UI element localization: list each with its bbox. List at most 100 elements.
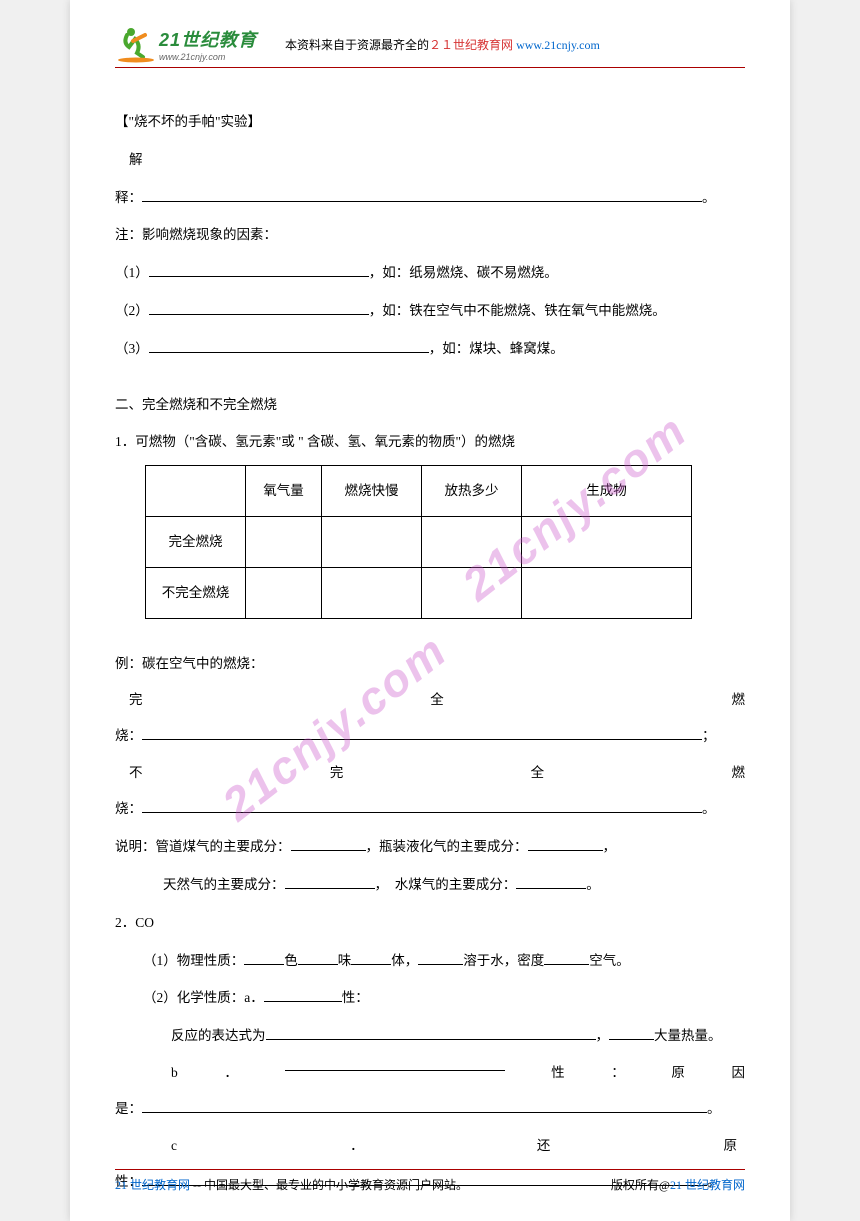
blank-smell[interactable] [298, 948, 338, 964]
factors-note: 注：影响燃烧现象的因素： [115, 216, 745, 254]
gas-l2c: 。 [586, 877, 600, 892]
document-body: 【"烧不坏的手帕"实验】 解 释：。 注：影响燃烧现象的因素： （1），如：纸易… [115, 103, 745, 1201]
row-complete: 完全燃烧 [146, 516, 246, 567]
table-header-row: 氧气量 燃烧快慢 放热多少 生成物 [146, 466, 692, 517]
co-physical: （1）物理性质：色味体，溶于水，密度空气。 [115, 942, 745, 980]
blank-complete[interactable] [142, 724, 702, 740]
blank-lpg[interactable] [528, 835, 603, 851]
co-reaction: 反应的表达式为，大量热量。 [115, 1017, 745, 1055]
explanation-line: 释：。 [115, 179, 745, 217]
cell-blank[interactable] [246, 516, 322, 567]
cell-blank[interactable] [246, 567, 322, 618]
co-p3c: 大量热量。 [654, 1028, 722, 1043]
blank-heat[interactable] [609, 1024, 654, 1040]
table-row: 不完全燃烧 [146, 567, 692, 618]
complete-combustion-spread: 完 全 燃 [115, 682, 745, 717]
cell-blank[interactable] [422, 567, 522, 618]
blank-pipe-gas[interactable] [291, 835, 366, 851]
char-colon: ： [611, 1055, 625, 1090]
section-2-intro: 1．可燃物（"含碳、氢元素"或 " 含碳、氢、氧元素的物质"）的燃烧 [115, 423, 745, 461]
gas-l1c: ， [603, 839, 617, 854]
cell-blank[interactable] [322, 567, 422, 618]
footer-right: 版权所有@21 世纪教育网 [611, 1176, 745, 1193]
row-incomplete: 不完全燃烧 [146, 567, 246, 618]
gas-l1a: 说明：管道煤气的主要成分： [115, 839, 291, 854]
co-p1a: （1）物理性质： [143, 953, 244, 968]
co-p1d: 体， [391, 953, 418, 968]
co-p3b: ， [596, 1028, 610, 1043]
shao-label: 烧： [115, 728, 142, 743]
footer-desc: -- 中国最大型、最专业的中小学教育资源门户网站。 [190, 1178, 468, 1192]
char-bu: 不 [129, 755, 143, 790]
blank-reason[interactable] [142, 1097, 707, 1113]
factor-1: （1），如：纸易燃烧、碳不易燃烧。 [115, 254, 745, 292]
gas-l2b: ， 水煤气的主要成分： [375, 877, 517, 892]
th-oxygen: 氧气量 [246, 466, 322, 517]
th-heat: 放热多少 [422, 466, 522, 517]
char-ran2: 燃 [731, 755, 745, 790]
char-wan: 完 [129, 682, 143, 717]
co-prop-c-spread: c ． 还 原 [115, 1128, 745, 1163]
char-quan: 全 [430, 682, 444, 717]
th-product: 生成物 [522, 466, 692, 517]
blank-prop-a[interactable] [264, 986, 342, 1002]
factor-2: （2） ，如：铁在空气中不能燃烧、铁在氧气中能燃烧。 [115, 292, 745, 330]
blank-natural-gas[interactable] [285, 873, 375, 889]
shi-label: 释： [115, 190, 142, 205]
footer-brand[interactable]: 21 世纪教育网 [115, 1178, 190, 1192]
char-huan: 还 [537, 1128, 551, 1163]
table-row: 完全燃烧 [146, 516, 692, 567]
co-p1f: 空气。 [589, 953, 630, 968]
char-quan2: 全 [531, 755, 545, 790]
blank-factor-2[interactable] [149, 299, 369, 315]
cell-blank[interactable] [422, 516, 522, 567]
co-p5: 是： [115, 1101, 142, 1116]
logo-title: 21世纪教育 [159, 26, 257, 52]
example-label: 例：碳在空气中的燃烧： [115, 645, 745, 683]
blank-factor-3[interactable] [149, 337, 429, 353]
cell-blank[interactable] [322, 516, 422, 567]
footer-left: 21 世纪教育网 -- 中国最大型、最专业的中小学教育资源门户网站。 [115, 1176, 468, 1193]
th-speed: 燃烧快慢 [322, 466, 422, 517]
blank-prop-b[interactable] [285, 1055, 505, 1071]
blank-density[interactable] [544, 948, 589, 964]
blank-water-gas[interactable] [516, 873, 586, 889]
f2-suf: ，如：铁在空气中不能燃烧、铁在氧气中能燃烧。 [369, 303, 666, 318]
experiment-title: 【"烧不坏的手帕"实验】 [115, 103, 745, 141]
footer-brand-2[interactable]: 21 世纪教育网 [670, 1178, 745, 1192]
char-ran: 燃 [732, 682, 746, 717]
char-c: c [171, 1128, 177, 1163]
char-xing: 性 [551, 1055, 565, 1090]
co-p1c: 味 [338, 953, 352, 968]
cell-blank[interactable] [522, 516, 692, 567]
co-chemical-a: （2）化学性质：a． 性： [115, 979, 745, 1017]
blank-color[interactable] [244, 948, 284, 964]
combustion-table: 氧气量 燃烧快慢 放热多少 生成物 完全燃烧 不完全燃烧 [145, 465, 692, 618]
char-b: b [171, 1055, 178, 1090]
logo-runner-icon [115, 25, 157, 63]
co-p2b: 性： [342, 990, 369, 1005]
header-note-link[interactable]: www.21cnjy.com [516, 38, 600, 52]
co-reason-line: 是：。 [115, 1090, 745, 1128]
shao-label-2: 烧： [115, 801, 142, 816]
blank-incomplete[interactable] [142, 797, 702, 813]
page-footer: 21 世纪教育网 -- 中国最大型、最专业的中小学教育资源门户网站。 版权所有@… [115, 1169, 745, 1193]
co-p1e: 溶于水，密度 [463, 953, 544, 968]
blank-reaction[interactable] [266, 1024, 596, 1040]
factor-3: （3），如：煤块、蜂窝煤。 [115, 330, 745, 368]
co-p2a: （2）化学性质：a． [143, 990, 264, 1005]
logo-url: www.21cnjy.com [159, 52, 257, 62]
jie-char: 解 [115, 141, 745, 179]
incomplete-combustion-spread: 不 完 全 燃 [115, 755, 745, 790]
blank-state[interactable] [351, 948, 391, 964]
blank-explanation[interactable] [142, 185, 702, 201]
page: 21世纪教育 www.21cnjy.com 本资料来自于资源最齐全的２１世纪教育… [70, 0, 790, 1221]
blank-soluble[interactable] [418, 948, 463, 964]
f2-pre: （2） [115, 303, 149, 318]
cell-blank[interactable] [522, 567, 692, 618]
table-corner [146, 466, 246, 517]
incomplete-line: 烧：。 [115, 790, 745, 828]
logo-text: 21世纪教育 www.21cnjy.com [159, 26, 257, 62]
header-note-brand: ２１世纪教育网 [429, 38, 516, 52]
blank-factor-1[interactable] [149, 261, 369, 277]
